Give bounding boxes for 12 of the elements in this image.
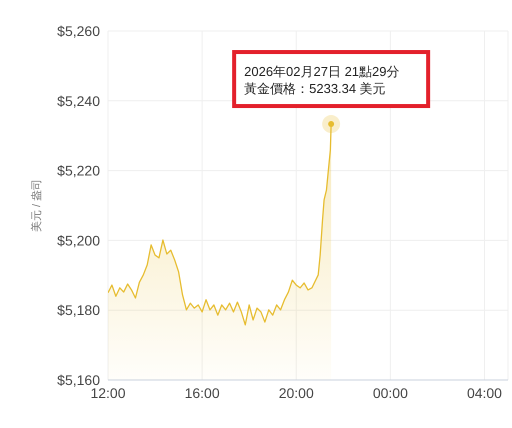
x-tick-label: 16:00 — [184, 384, 220, 401]
x-tick-label: 04:00 — [466, 384, 502, 401]
annotation: 黃金價格：5233.34 美元 — [244, 81, 386, 96]
x-tick-label: 00:00 — [372, 384, 408, 401]
y-tick-label: $5,240 — [57, 92, 100, 109]
y-tick-label: $5,200 — [57, 232, 100, 248]
annotation: 2026年02月27日 21點29分 — [244, 64, 400, 80]
y-tick-label: $5,260 — [57, 22, 100, 39]
y-tick-label: $5,180 — [57, 302, 100, 318]
x-tick-label: 20:00 — [278, 384, 314, 401]
y-tick-label: $5,220 — [57, 162, 100, 179]
y-axis-title: 美元 / 盎司 — [30, 178, 43, 232]
